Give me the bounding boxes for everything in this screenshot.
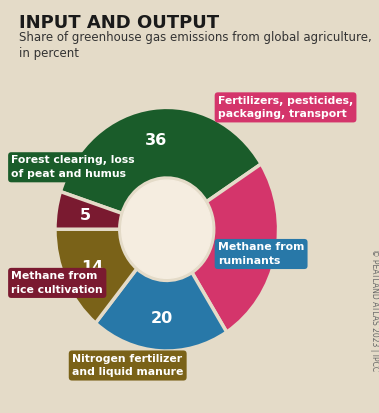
Text: 36: 36 [145, 133, 168, 147]
Text: 25: 25 [236, 241, 258, 256]
Text: Nitrogen fertilizer
and liquid manure: Nitrogen fertilizer and liquid manure [72, 354, 183, 377]
Text: Share of greenhouse gas emissions from global agriculture,
in percent: Share of greenhouse gas emissions from g… [19, 31, 372, 60]
Text: 20: 20 [150, 311, 173, 326]
Wedge shape [60, 107, 261, 214]
Wedge shape [55, 229, 137, 323]
Text: © PEATLAND ATLAS 2023 | IPCC: © PEATLAND ATLAS 2023 | IPCC [370, 249, 379, 371]
Text: INPUT AND OUTPUT: INPUT AND OUTPUT [19, 14, 219, 33]
Circle shape [121, 179, 213, 280]
Circle shape [122, 180, 212, 278]
Text: Methane from
rice cultivation: Methane from rice cultivation [11, 271, 103, 295]
Text: 14: 14 [81, 260, 103, 275]
Wedge shape [96, 268, 227, 351]
Text: 5: 5 [80, 208, 91, 223]
Text: Forest clearing, loss
of peat and humus: Forest clearing, loss of peat and humus [11, 155, 135, 179]
Text: Methane from
ruminants: Methane from ruminants [218, 242, 304, 266]
Wedge shape [192, 164, 279, 332]
Wedge shape [55, 192, 122, 229]
Text: Fertilizers, pesticides,
packaging, transport: Fertilizers, pesticides, packaging, tran… [218, 95, 353, 119]
